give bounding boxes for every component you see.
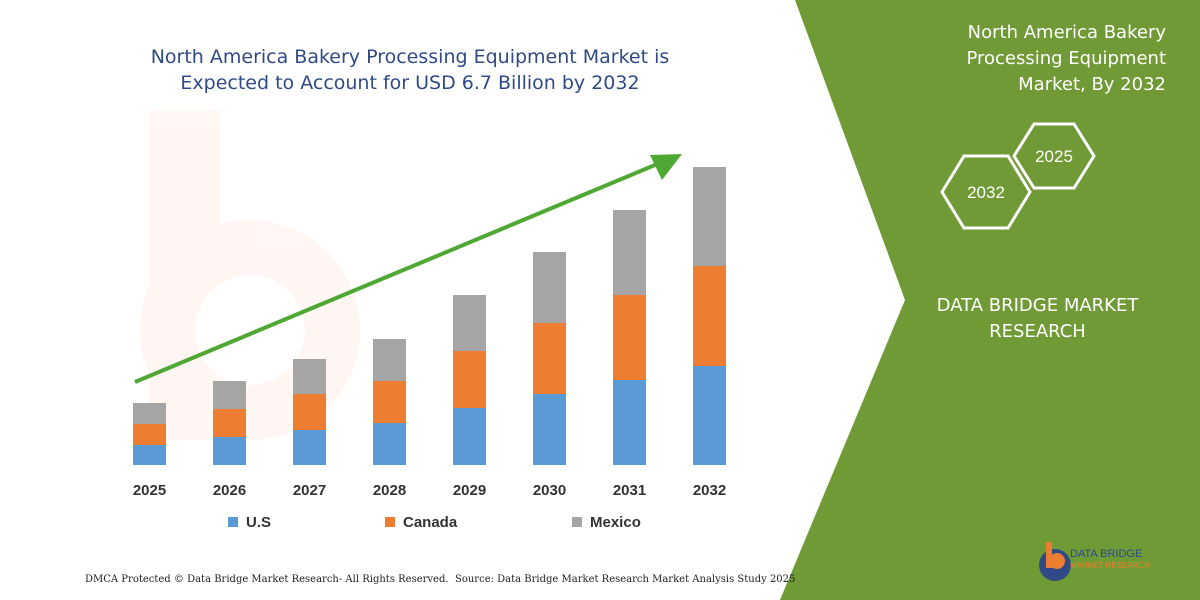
brand-logo-line1: DATA BRIDGE	[1070, 548, 1143, 560]
chart-title-line2: Expected to Account for USD 6.7 Billion …	[180, 72, 640, 94]
bar-mexico-2031	[613, 210, 646, 295]
bar-mexico-2028	[373, 339, 406, 381]
x-tick-2030: 2030	[533, 482, 566, 499]
panel-title-line3: Market, By 2032	[1018, 74, 1166, 95]
bar-us-2029	[453, 408, 486, 465]
x-tick-2032: 2032	[693, 482, 726, 499]
legend-item-canada: Canada	[385, 512, 457, 532]
bar-mexico-2025	[133, 403, 166, 424]
bar-canada-2027	[293, 394, 326, 430]
bar-mexico-2026	[213, 381, 246, 409]
bar-us-2030	[533, 394, 566, 465]
bar-us-2027	[293, 430, 326, 465]
legend-swatch-canada	[385, 517, 395, 527]
brand-logo-line2: MARKET RESEARCH	[1070, 561, 1150, 570]
bar-series-group	[133, 167, 726, 465]
side-panel	[780, 0, 1200, 600]
bar-canada-2032	[693, 266, 726, 366]
company-name: DATA BRIDGE MARKET RESEARCH	[915, 293, 1160, 345]
company-name-line1: DATA BRIDGE MARKET	[936, 295, 1139, 316]
bar-us-2026	[213, 437, 246, 465]
legend-item-us: U.S	[228, 512, 271, 532]
bar-canada-2025	[133, 424, 166, 445]
legend-swatch-mexico	[572, 517, 582, 527]
source-note: Source: Data Bridge Market Research Mark…	[455, 574, 796, 585]
copyright-notice: DMCA Protected © Data Bridge Market Rese…	[85, 574, 449, 585]
bar-canada-2026	[213, 409, 246, 437]
bar-mexico-2029	[453, 295, 486, 351]
panel-title: North America Bakery Processing Equipmen…	[916, 20, 1166, 98]
x-tick-2027: 2027	[293, 482, 326, 499]
bar-mexico-2032	[693, 167, 726, 266]
bar-us-2025	[133, 445, 166, 465]
x-tick-labels: 2025 2026 2027 2028 2029 2030 2031 2032	[133, 482, 726, 499]
x-tick-2025: 2025	[133, 482, 166, 499]
watermark-logo	[140, 110, 360, 440]
hexagon-2025-label: 2025	[1035, 147, 1073, 166]
bar-canada-2029	[453, 351, 486, 408]
panel-title-line1: North America Bakery	[967, 22, 1166, 43]
bar-mexico-2027	[293, 359, 326, 394]
trend-arrow	[134, 154, 682, 384]
hexagon-2032	[940, 154, 1032, 230]
x-tick-2031: 2031	[613, 482, 646, 499]
legend-swatch-us	[228, 517, 238, 527]
bar-us-2031	[613, 380, 646, 465]
chart-title: North America Bakery Processing Equipmen…	[120, 44, 700, 96]
company-name-line2: RESEARCH	[989, 321, 1086, 342]
x-tick-2026: 2026	[213, 482, 246, 499]
bar-canada-2030	[533, 323, 566, 394]
bar-mexico-2030	[533, 252, 566, 323]
bar-us-2032	[693, 366, 726, 465]
legend-label-us: U.S	[246, 513, 272, 531]
brand-logo-mark	[1039, 542, 1071, 581]
x-tick-2029: 2029	[453, 482, 486, 499]
legend-item-mexico: Mexico	[572, 512, 641, 532]
hexagon-2032-label: 2032	[967, 183, 1005, 202]
x-tick-2028: 2028	[373, 482, 406, 499]
panel-title-line2: Processing Equipment	[966, 48, 1166, 69]
legend-label-mexico: Mexico	[590, 513, 641, 531]
bar-canada-2028	[373, 381, 406, 423]
bar-canada-2031	[613, 295, 646, 380]
bar-us-2028	[373, 423, 406, 465]
hexagon-2025	[1012, 122, 1096, 190]
legend-label-canada: Canada	[403, 513, 458, 531]
chart-title-line1: North America Bakery Processing Equipmen…	[150, 46, 670, 68]
brand-logo-text: DATA BRIDGE MARKET RESEARCH	[1070, 548, 1190, 572]
